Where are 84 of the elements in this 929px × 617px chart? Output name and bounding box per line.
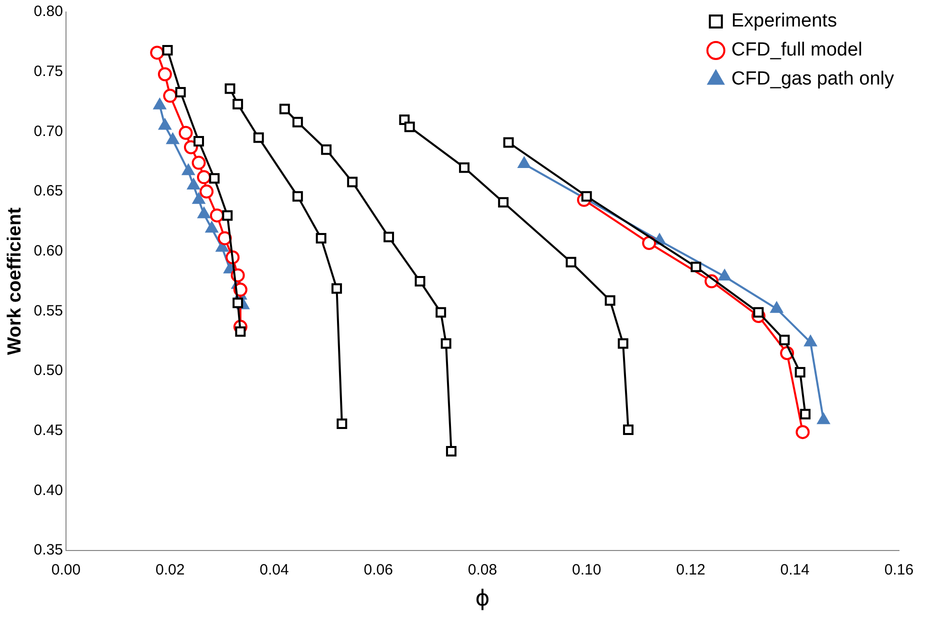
point xyxy=(459,162,470,173)
point xyxy=(623,424,634,435)
point xyxy=(154,98,166,110)
point xyxy=(279,104,290,114)
point xyxy=(804,335,817,346)
point xyxy=(414,276,426,287)
point xyxy=(498,197,509,208)
x-axis-title: ϕ xyxy=(475,586,490,612)
x-tick-label: 0.12 xyxy=(676,562,706,579)
x-tick-label: 0.06 xyxy=(364,562,393,579)
y-tick-label: 0.35 xyxy=(34,542,63,559)
point xyxy=(503,137,514,148)
point xyxy=(158,67,172,82)
point xyxy=(209,173,220,184)
point xyxy=(232,298,244,308)
point xyxy=(347,176,358,188)
point xyxy=(292,191,303,202)
point xyxy=(206,222,218,233)
point xyxy=(566,256,576,268)
point xyxy=(192,156,206,170)
point xyxy=(384,232,394,242)
point xyxy=(604,295,616,306)
point xyxy=(794,367,806,378)
point xyxy=(163,88,178,103)
point xyxy=(158,118,172,130)
point xyxy=(175,86,186,98)
point xyxy=(194,136,204,147)
point xyxy=(618,338,628,349)
y-tick-label: 0.60 xyxy=(34,242,63,260)
legend-label: Experiments xyxy=(731,10,837,32)
point xyxy=(336,418,348,429)
point xyxy=(162,45,173,56)
point xyxy=(518,157,530,168)
point xyxy=(178,126,193,140)
x-tick-label: 0.00 xyxy=(51,562,81,579)
point xyxy=(196,170,211,184)
point xyxy=(166,133,179,144)
x-tick-label: 0.04 xyxy=(260,562,289,579)
y-tick-label: 0.75 xyxy=(34,62,63,80)
point xyxy=(292,116,303,128)
x-tick-label: 0.10 xyxy=(572,562,602,579)
x-tick-label: 0.14 xyxy=(780,562,810,579)
point xyxy=(187,178,200,190)
point xyxy=(224,83,236,94)
y-tick-label: 0.70 xyxy=(34,122,63,140)
point xyxy=(316,232,326,244)
point xyxy=(718,270,731,281)
point xyxy=(235,326,246,337)
point xyxy=(184,140,198,154)
x-tick-label: 0.08 xyxy=(468,562,498,579)
point xyxy=(182,164,195,176)
point xyxy=(642,236,656,250)
point xyxy=(800,408,811,420)
x-tick-label: 0.16 xyxy=(884,562,914,579)
legend-label: CFD_gas path only xyxy=(731,68,894,90)
y-tick-label: 0.45 xyxy=(34,422,63,440)
point xyxy=(210,208,224,222)
point xyxy=(321,144,332,155)
point xyxy=(581,191,592,202)
point xyxy=(192,192,205,204)
point xyxy=(404,122,415,132)
y-tick-label: 0.65 xyxy=(34,182,63,200)
point xyxy=(222,210,233,221)
y-tick-label: 0.40 xyxy=(34,482,63,499)
point xyxy=(150,46,164,60)
point xyxy=(253,132,264,143)
point xyxy=(331,283,342,294)
point xyxy=(817,413,830,424)
y-tick-label: 0.80 xyxy=(34,3,63,20)
point xyxy=(436,307,446,318)
y-axis-title: Work coefficient xyxy=(4,206,26,356)
point xyxy=(198,207,210,218)
point xyxy=(779,334,790,346)
point xyxy=(232,98,244,110)
point xyxy=(690,262,702,272)
y-tick-label: 0.55 xyxy=(34,302,63,320)
point xyxy=(770,302,783,313)
y-tick-label: 0.50 xyxy=(34,362,63,380)
legend-label: CFD_full model xyxy=(731,40,862,61)
point xyxy=(440,338,452,349)
point xyxy=(446,446,456,456)
x-tick-label: 0.02 xyxy=(156,562,185,579)
point xyxy=(796,425,810,440)
point xyxy=(200,184,214,199)
